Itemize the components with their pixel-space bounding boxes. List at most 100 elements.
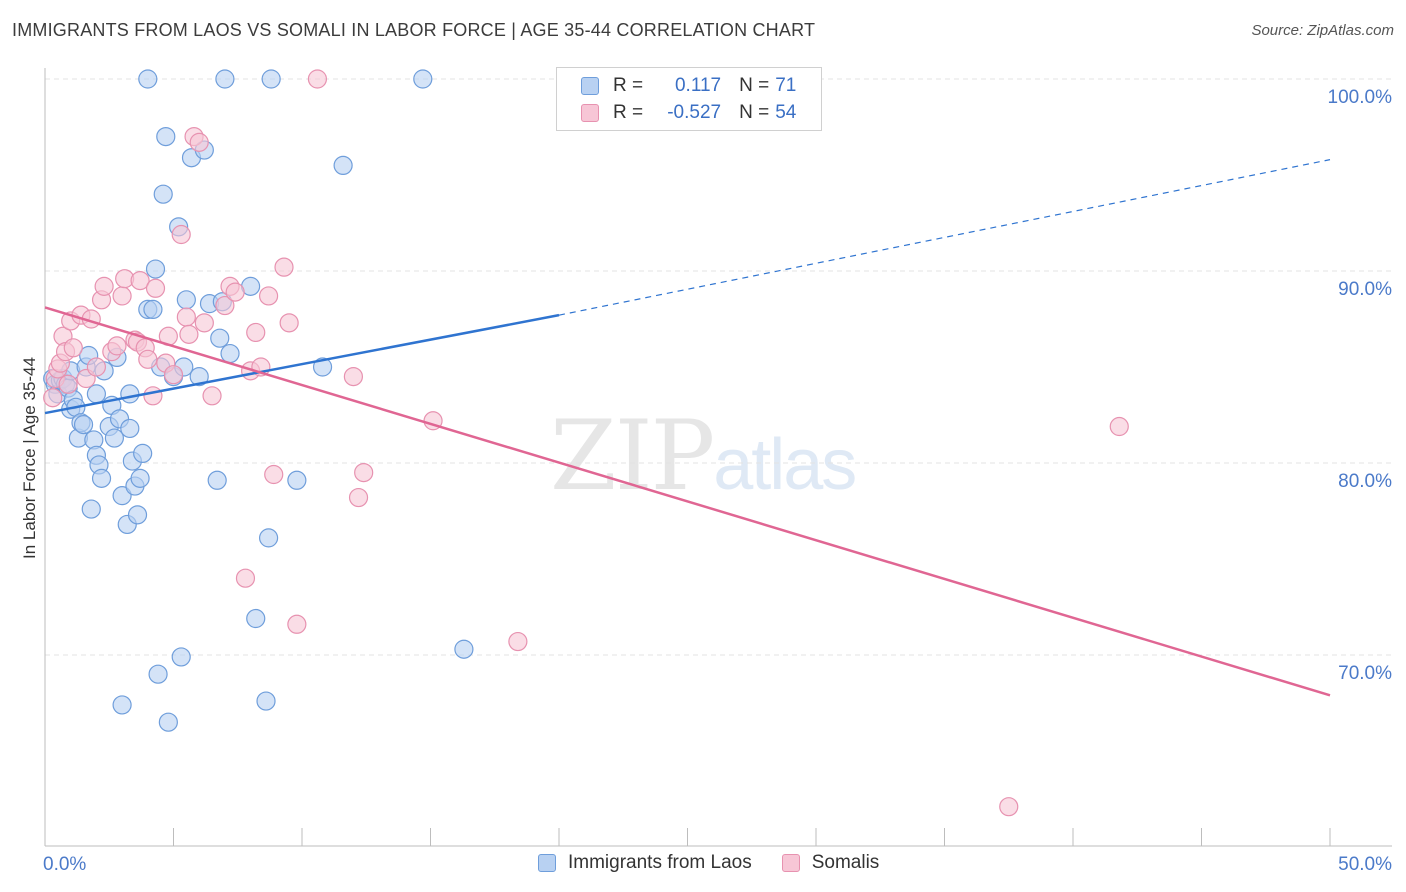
somali-point [94,276,114,296]
r-value: -0.527 [667,102,722,123]
somali-point [86,357,107,377]
n-label: N = [739,75,770,96]
somali-point [508,631,528,652]
laos-point [153,184,173,204]
stats-row-laos: R = 0.117 N = 71 [581,74,796,98]
somali-point [130,271,150,291]
y-tick-label: 90.0% [1338,279,1392,300]
somali-point [225,282,245,302]
laos-legend-swatch [538,854,556,872]
n-value: 71 [775,75,797,96]
somali-point [58,374,78,394]
watermark-main: ZIP [550,400,715,512]
somali-point [287,614,307,634]
somali-point [354,463,374,483]
n-label: N = [739,102,770,123]
laos-point [261,69,281,89]
watermark: ZIPatlas [550,400,857,512]
somali-point [145,278,166,298]
stats-row-somali: R = -0.527 N = 54 [581,101,796,125]
laos-point [454,639,474,659]
laos-point [215,69,235,89]
legend-item-somali[interactable]: Somalis [781,852,880,874]
y-tick-label: 100.0% [1328,87,1393,108]
laos-point [220,343,240,364]
somali-point [999,797,1019,817]
laos-trend-extension [558,159,1331,316]
laos-point [81,499,101,519]
somali-point [43,388,63,408]
somali-point [1109,416,1129,437]
somali-point [348,487,369,508]
somali-point [143,386,163,406]
laos-point [130,468,150,488]
laos-point [312,357,333,377]
y-tick-label: 70.0% [1338,663,1392,684]
laos-point [73,415,94,435]
laos-point [258,528,279,548]
somali-point [138,349,158,369]
laos-point [176,290,196,310]
laos-point [127,505,148,525]
somali-point [171,224,191,245]
y-tick-label: 80.0% [1338,471,1392,492]
laos-point [287,470,307,490]
somali-point [176,307,196,327]
x-tick-label: 50.0% [1338,854,1392,875]
somali-point [107,336,127,356]
somali-swatch [581,104,599,122]
laos-trend-line [44,313,560,415]
laos-point [112,695,132,715]
somali-point [179,324,199,344]
somali-legend-swatch [781,854,800,872]
source-label: Source: ZipAtlas.com [1251,22,1394,39]
stats-legend: R = 0.117 N = 71 R = -0.527 N = 54 [556,67,822,131]
r-label: R = [613,102,644,123]
r-value: 0.117 [674,75,722,96]
laos-point [207,470,227,490]
laos-point [413,69,433,89]
laos-point [133,443,153,463]
laos-point [91,468,112,488]
somali-trend-line [44,306,1331,697]
laos-point [138,69,158,89]
somali-point [189,132,209,152]
r-label: R = [613,75,644,96]
laos-point [171,647,191,667]
somali-point [307,69,328,89]
somali-point [194,313,214,333]
n-value: 54 [775,102,797,123]
somali-point [274,257,294,277]
y-axis-label: In Labor Force | Age 35-44 [20,357,39,559]
somali-point [163,365,184,385]
laos-point [156,127,176,147]
laos-point [158,712,178,732]
laos-point [120,418,140,439]
somali-point [215,295,235,316]
legend-label-laos: Immigrants from Laos [568,852,752,873]
chart-title: IMMIGRANTS FROM LAOS VS SOMALI IN LABOR … [12,20,816,40]
somali-point [112,286,132,306]
legend-item-laos[interactable]: Immigrants from Laos [538,852,752,874]
series-legend: Immigrants from Laos Somalis [538,852,909,874]
somali-point [264,464,284,485]
somali-point [63,338,83,358]
somali-point [246,322,266,343]
laos-point [210,328,230,348]
laos-point [246,608,266,629]
laos-point [256,691,276,711]
laos-point [143,299,163,319]
somali-point [258,286,279,306]
laos-point [86,384,107,404]
laos-point [189,367,209,387]
legend-label-somali: Somalis [811,852,880,873]
laos-point [145,259,166,279]
somali-point [235,568,256,588]
laos-point [333,155,353,175]
laos-point [112,486,132,506]
x-tick-label: 0.0% [43,854,86,875]
laos-point [120,384,140,404]
laos-swatch [581,77,599,95]
somali-point [343,367,363,387]
